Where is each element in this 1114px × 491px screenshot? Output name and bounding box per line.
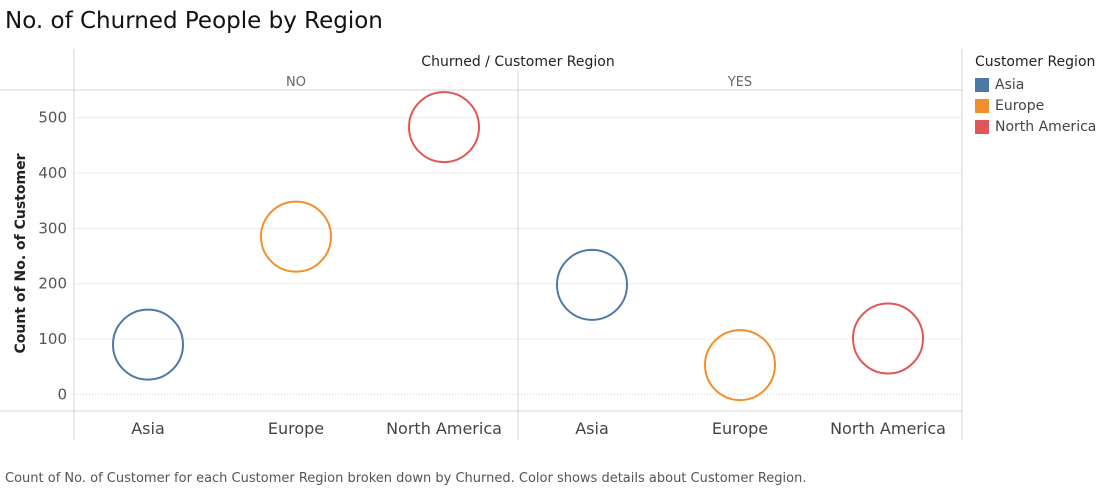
point-no-europe — [260, 200, 332, 273]
legend-label-north-america: North America — [995, 118, 1097, 135]
legend-item-asia[interactable]: Asia — [975, 74, 1096, 95]
point-no-north-america — [408, 91, 480, 164]
y-tick-label-200: 200 — [38, 275, 67, 293]
x-tick-label-no-asia: Asia — [131, 419, 165, 438]
x-tick-label-yes-europe: Europe — [712, 419, 768, 438]
x-tick-label-no-north-america: North America — [386, 419, 502, 438]
point-no-asia — [112, 308, 184, 381]
legend-label-europe: Europe — [995, 97, 1045, 114]
y-tick-label-400: 400 — [38, 164, 67, 182]
point-yes-north-america — [852, 302, 924, 375]
legend-swatch-asia — [975, 77, 989, 92]
point-yes-asia — [556, 248, 628, 321]
y-tick-label-100: 100 — [38, 330, 67, 348]
y-tick-label-500: 500 — [38, 109, 67, 127]
column-header: Churned / Customer Region — [421, 54, 614, 70]
legend-title: Customer Region — [975, 54, 1096, 70]
legend-label-asia: Asia — [995, 76, 1025, 93]
chart-caption: Count of No. of Customer for each Custom… — [5, 471, 807, 486]
point-yes-europe — [704, 329, 776, 402]
legend: Customer Region Asia Europe North Americ… — [975, 54, 1096, 137]
chart-canvas: Churned / Customer Region 0 100 200 300 400 50… — [0, 49, 963, 440]
chart-title: No. of Churned People by Region — [5, 8, 383, 34]
y-tick-label-300: 300 — [38, 219, 67, 237]
panel-label-yes: YES — [727, 75, 752, 90]
legend-swatch-north-america — [975, 119, 989, 134]
legend-item-europe[interactable]: Europe — [975, 95, 1096, 116]
legend-swatch-europe — [975, 98, 989, 113]
panel-label-no: NO — [286, 75, 306, 90]
y-axis-label: Count of No. of Customer — [13, 153, 29, 353]
legend-item-north-america[interactable]: North America — [975, 116, 1096, 137]
x-tick-label-yes-north-america: North America — [830, 419, 946, 438]
y-tick-label-0: 0 — [57, 385, 67, 403]
x-tick-label-no-europe: Europe — [268, 419, 324, 438]
x-tick-label-yes-asia: Asia — [575, 419, 609, 438]
